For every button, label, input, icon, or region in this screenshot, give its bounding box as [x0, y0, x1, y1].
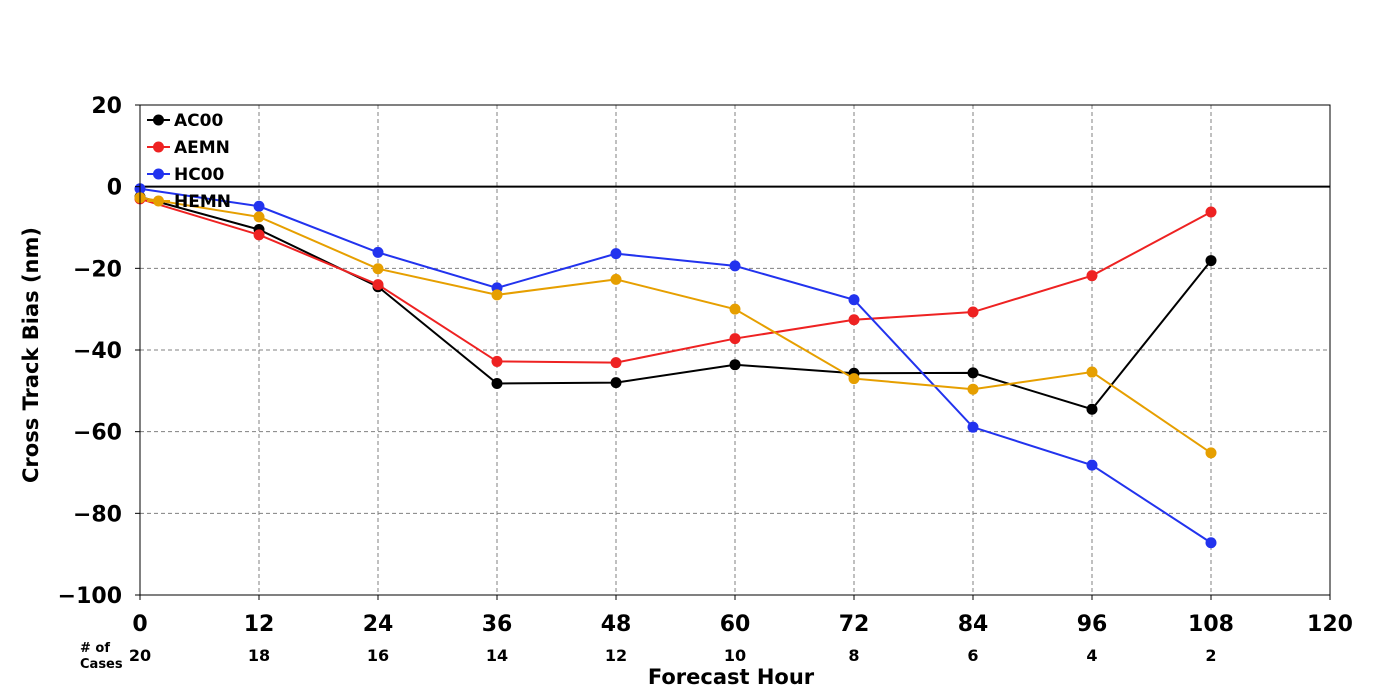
y-tick-label: −80	[73, 502, 122, 527]
cases-count: 6	[967, 646, 978, 665]
data-point	[729, 359, 741, 371]
data-point	[1086, 270, 1098, 282]
x-tick-label: 48	[601, 612, 632, 637]
data-point	[1205, 255, 1217, 267]
data-point	[1205, 206, 1217, 218]
data-point	[1086, 403, 1098, 415]
x-tick-label: 12	[244, 612, 275, 637]
cases-count: 10	[724, 646, 746, 665]
x-tick-label: 84	[958, 612, 989, 637]
y-axis-label: Cross Track Bias (nm)	[19, 227, 43, 483]
series-line	[139, 195, 1212, 411]
x-tick-label: 36	[482, 612, 513, 637]
y-tick-label: −60	[73, 421, 122, 446]
cases-count: 14	[486, 646, 508, 665]
data-point	[848, 314, 860, 326]
series-line	[139, 187, 1212, 544]
x-tick-labels: 0 12 24 36 48 60 72 84 96 108 120	[132, 595, 1353, 637]
cases-title-line2: Cases	[80, 657, 123, 672]
data-point	[1086, 366, 1098, 378]
legend-swatch-marker	[153, 168, 164, 180]
x-axis-label: Forecast Hour	[648, 665, 815, 689]
y-tick-label: −100	[58, 584, 122, 609]
legend-label: AEMN	[174, 138, 230, 158]
data-point	[372, 279, 384, 291]
data-point	[729, 260, 741, 272]
series-line	[139, 197, 1212, 364]
cases-count: 12	[605, 646, 627, 665]
legend-item-hemn: HEMN	[147, 192, 231, 212]
data-point	[1205, 447, 1217, 459]
data-point	[610, 248, 622, 260]
data-point	[1086, 459, 1098, 471]
cases-count: 16	[367, 646, 389, 665]
data-point	[610, 377, 622, 389]
y-tick-label: 20	[91, 94, 122, 119]
data-point	[848, 294, 860, 306]
data-point	[729, 303, 741, 315]
legend-swatch-marker	[153, 141, 164, 153]
data-point	[610, 357, 622, 369]
x-tick-label: 108	[1188, 612, 1234, 637]
legend-label: HC00	[174, 165, 225, 185]
legend-swatch-marker	[153, 195, 164, 207]
cases-count: 4	[1086, 646, 1097, 665]
x-tick-label: 60	[720, 612, 751, 637]
cases-title-line1: # of	[80, 641, 110, 656]
series-layer	[134, 183, 1217, 549]
series-hc00	[134, 183, 1217, 549]
grid	[140, 105, 1330, 595]
data-point	[253, 200, 265, 212]
data-point	[491, 355, 503, 367]
data-point	[729, 333, 741, 345]
legend: AC00 AEMN HC00 HEMN	[147, 111, 231, 212]
legend-item-aemn: AEMN	[147, 138, 230, 158]
data-point	[967, 383, 979, 395]
series-ac00	[134, 191, 1217, 415]
series-hemn	[134, 192, 1217, 459]
y-tick-label: 0	[107, 176, 122, 201]
data-point	[610, 273, 622, 285]
legend-label: HEMN	[174, 192, 231, 212]
data-point	[967, 421, 979, 433]
cases-count: 18	[248, 646, 270, 665]
data-point	[491, 289, 503, 301]
x-tick-label: 96	[1077, 612, 1108, 637]
data-point	[253, 229, 265, 241]
cases-count: 2	[1205, 646, 1216, 665]
y-tick-label: −40	[73, 339, 122, 364]
x-tick-label: 0	[132, 612, 147, 637]
x-tick-label: 72	[839, 612, 870, 637]
legend-item-ac00: AC00	[147, 111, 223, 131]
cases-count: 8	[848, 646, 859, 665]
series-line	[139, 196, 1212, 454]
legend-item-hc00: HC00	[147, 165, 225, 185]
data-point	[967, 306, 979, 318]
cases-count: 20	[129, 646, 151, 665]
y-tick-label: −20	[73, 257, 122, 282]
data-point	[372, 246, 384, 258]
data-point	[1205, 537, 1217, 549]
series-aemn	[134, 193, 1217, 369]
data-point	[372, 263, 384, 275]
legend-swatch-marker	[153, 114, 164, 126]
data-point	[253, 211, 265, 223]
legend-label: AC00	[174, 111, 223, 131]
y-tick-labels: 20 0 −20 −40 −60 −80 −100	[58, 94, 140, 609]
x-tick-label: 24	[363, 612, 394, 637]
data-point	[848, 373, 860, 385]
x-tick-label: 120	[1307, 612, 1353, 637]
data-point	[491, 377, 503, 389]
data-point	[967, 367, 979, 379]
